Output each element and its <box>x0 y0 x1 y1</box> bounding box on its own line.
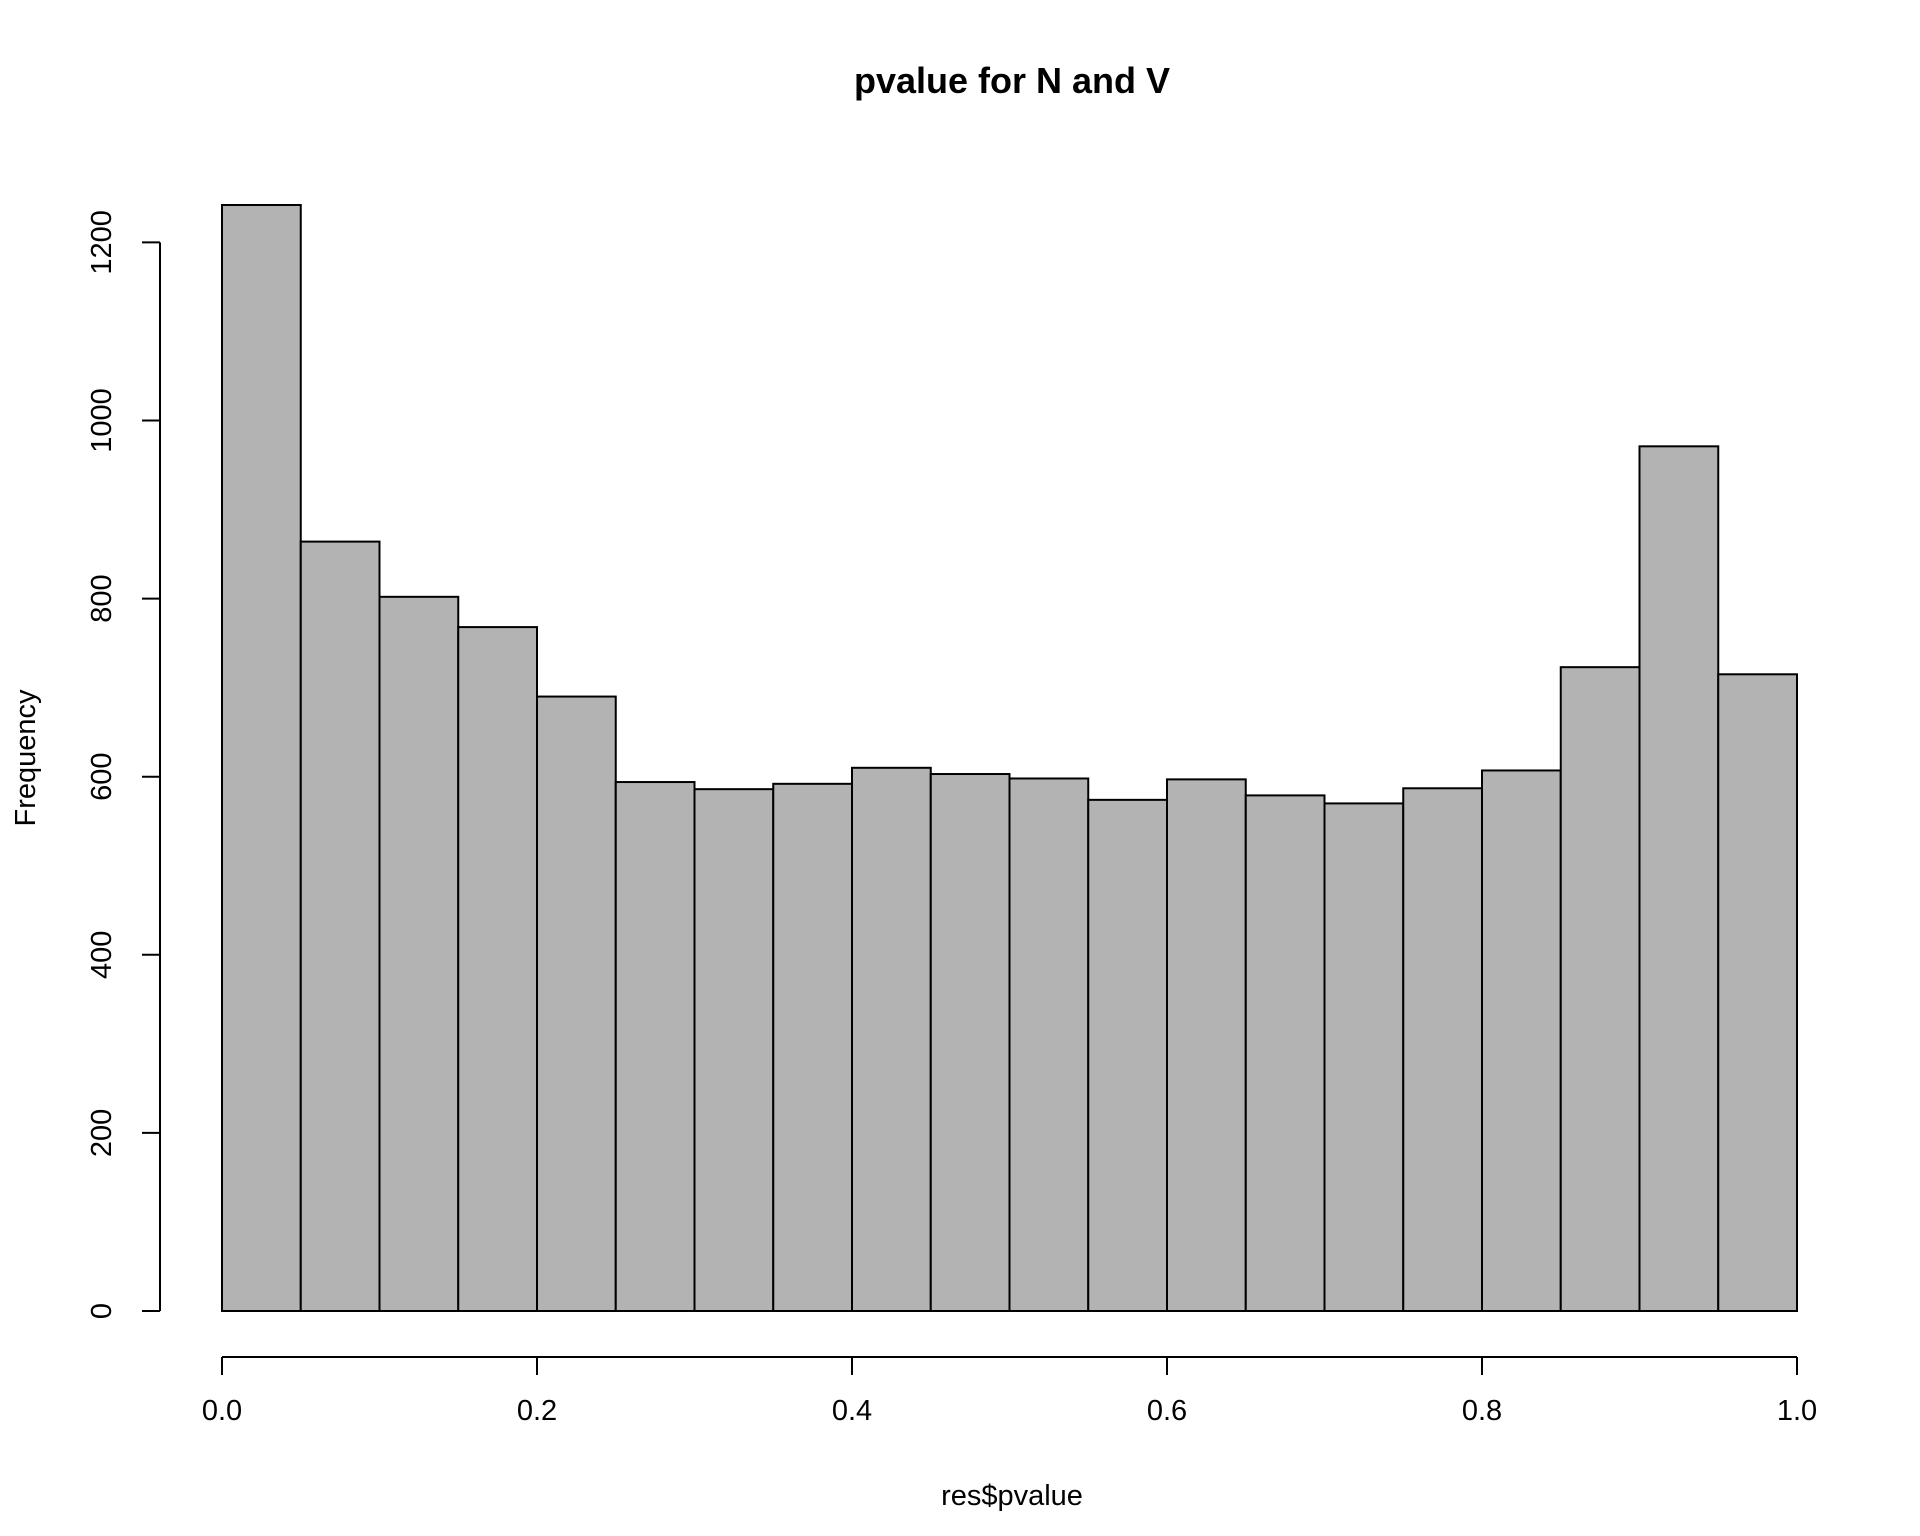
chart-title: pvalue for N and V <box>854 60 1170 101</box>
x-tick-label: 0.6 <box>1147 1395 1187 1427</box>
histogram-bar <box>1717 673 1798 1312</box>
histogram-bar <box>1323 802 1405 1312</box>
histogram-bar <box>614 781 696 1312</box>
histogram-bar <box>378 595 460 1312</box>
x-tick-label: 1.0 <box>1777 1395 1817 1427</box>
histogram-bar <box>299 540 381 1312</box>
histogram-bar <box>536 695 617 1312</box>
histogram-bar <box>1481 769 1562 1312</box>
y-tick-label: 1000 <box>86 388 118 453</box>
histogram-bar <box>851 766 932 1312</box>
histogram-bar <box>693 788 775 1312</box>
x-axis-label: res$pvalue <box>941 1480 1083 1512</box>
y-tick-label: 200 <box>86 1109 118 1157</box>
bars-group <box>221 203 1798 1313</box>
y-tick-label: 800 <box>86 574 118 622</box>
x-tick-label: 0.0 <box>202 1395 242 1427</box>
histogram-bar <box>929 773 1011 1312</box>
histogram-bar <box>1166 778 1247 1312</box>
y-tick-label: 1200 <box>86 210 118 275</box>
histogram-bar <box>1244 794 1326 1312</box>
histogram-bar <box>1559 666 1641 1312</box>
histogram-bar <box>1638 445 1720 1312</box>
histogram-bar <box>1087 798 1168 1313</box>
histogram-bar <box>457 626 538 1312</box>
x-axis: 0.0 0.2 0.4 0.6 0.8 1.0 <box>202 1356 1817 1427</box>
histogram-bar <box>772 782 853 1312</box>
x-tick-label: 0.8 <box>1462 1395 1502 1427</box>
y-tick-label: 600 <box>86 753 118 801</box>
y-tick-label: 400 <box>86 931 118 979</box>
histogram-bar <box>221 203 302 1312</box>
y-tick-label: 0 <box>86 1303 118 1319</box>
x-tick-label: 0.4 <box>832 1395 872 1427</box>
x-tick-label: 0.2 <box>517 1395 557 1427</box>
y-axis-label: Frequency <box>10 689 42 827</box>
histogram-bar <box>1008 777 1090 1312</box>
histogram-bar <box>1402 787 1483 1312</box>
y-axis: 0 200 400 600 800 1000 1200 <box>86 210 161 1319</box>
